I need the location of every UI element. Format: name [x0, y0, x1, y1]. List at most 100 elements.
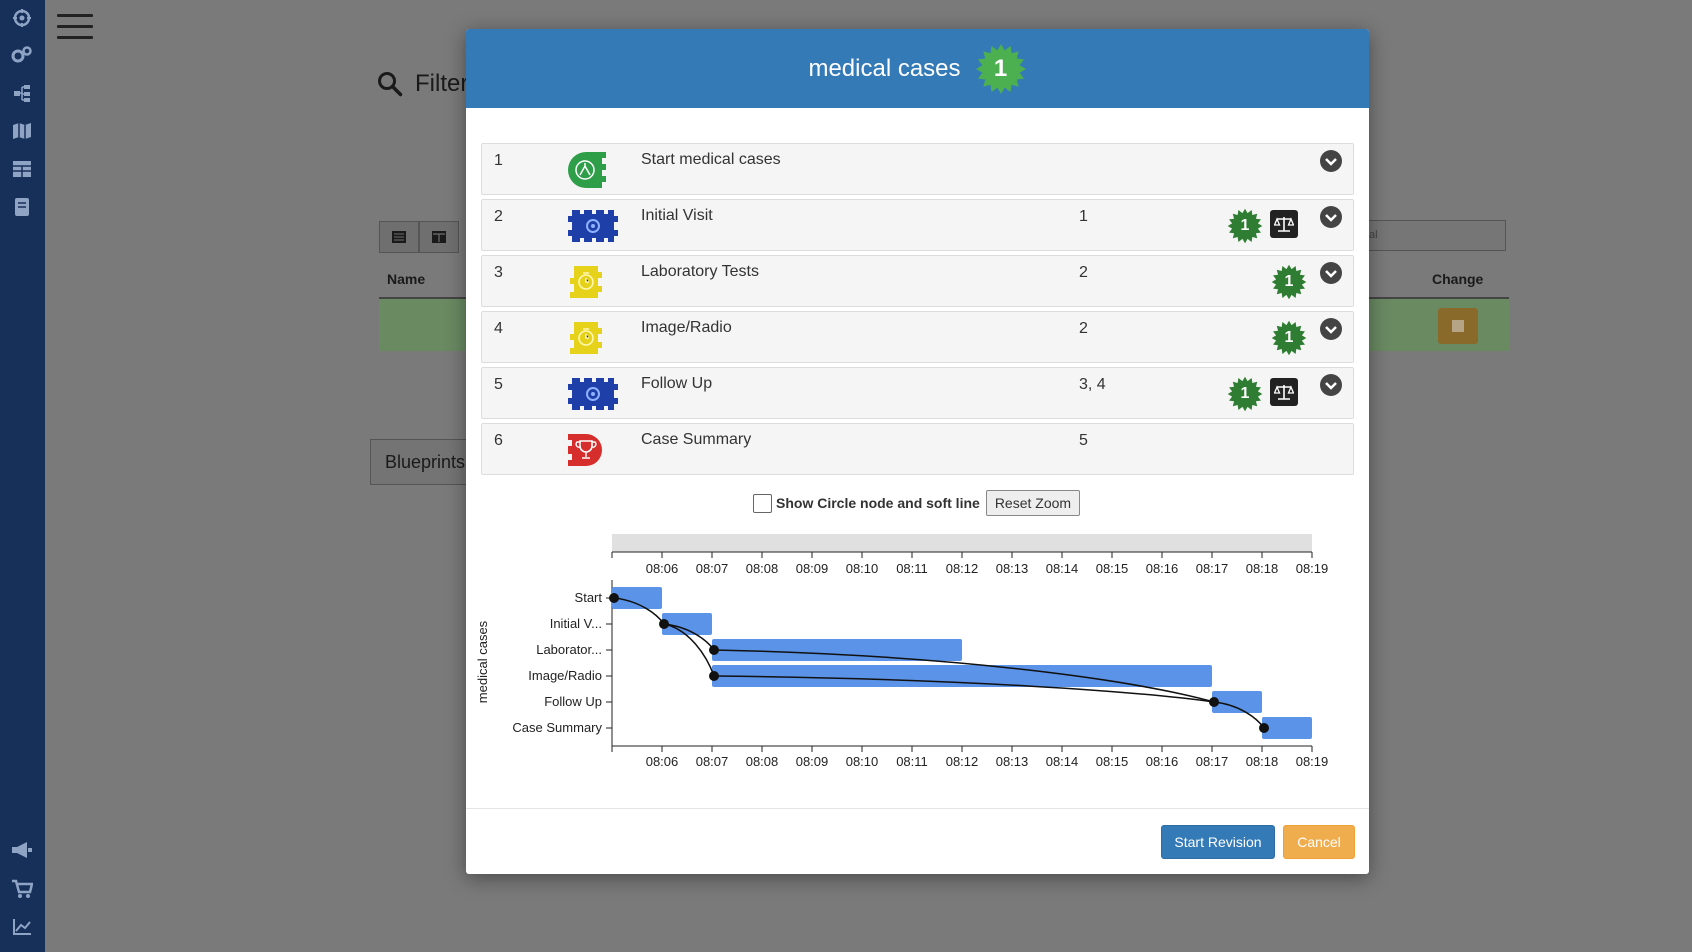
trophy-icon: [568, 434, 602, 466]
chevron-down-icon[interactable]: [1319, 205, 1343, 229]
reset-zoom-button[interactable]: Reset Zoom: [985, 490, 1081, 516]
grid-view-button[interactable]: [419, 221, 459, 253]
change-button[interactable]: [1438, 308, 1478, 344]
timer-puzzle-icon: [570, 266, 602, 298]
starburst-badge-icon: [1271, 320, 1307, 356]
x-tick-label-bottom: 08:09: [796, 754, 829, 769]
modal-footer-divider: [466, 808, 1369, 809]
step-row[interactable]: 5 Follow Up 3, 4 1: [481, 367, 1354, 419]
version-badge: 1: [1227, 208, 1263, 244]
start-revision-button[interactable]: Start Revision: [1161, 825, 1275, 859]
dependency-link: [663, 623, 715, 677]
x-tick-label-bottom: 08:10: [846, 754, 879, 769]
x-tick-label-bottom: 08:18: [1246, 754, 1279, 769]
book-icon[interactable]: [10, 195, 34, 219]
step-row[interactable]: 1 Start medical cases: [481, 143, 1354, 195]
task-node: [709, 645, 719, 655]
version-badge: 1: [975, 43, 1027, 95]
step-label: Initial Visit: [641, 207, 713, 224]
chevron-down-icon[interactable]: [1319, 149, 1343, 173]
starburst-badge-icon: [1271, 264, 1307, 300]
logo-icon[interactable]: [10, 6, 34, 30]
view-toggle-group: [379, 221, 459, 253]
x-tick-label-top: 08:15: [1096, 561, 1129, 576]
task-label: Start: [575, 590, 603, 605]
version-badge: 1: [1271, 320, 1307, 356]
search-icon: [378, 72, 403, 97]
table-icon[interactable]: [10, 157, 34, 181]
step-row[interactable]: 4 Image/Radio 2 1: [481, 311, 1354, 363]
cancel-button[interactable]: Cancel: [1283, 825, 1355, 859]
starburst-shape: [1227, 376, 1263, 412]
step-number: 4: [494, 320, 503, 337]
x-tick-label-top: 08:18: [1246, 561, 1279, 576]
chart-icon[interactable]: [10, 915, 34, 939]
chart-options: Show Circle node and soft line Reset Zoo…: [753, 490, 1081, 516]
x-tick-label-top: 08:13: [996, 561, 1029, 576]
task-node: [709, 671, 719, 681]
modal-header: medical cases 1: [466, 29, 1369, 108]
x-tick-label-bottom: 08:13: [996, 754, 1029, 769]
task-bar: [612, 587, 662, 609]
step-number: 3: [494, 264, 503, 281]
starburst-badge-icon: [975, 43, 1026, 94]
gear-puzzle-icon: [568, 210, 618, 242]
x-tick-label-top: 08:10: [846, 561, 879, 576]
starburst-shape: [1271, 264, 1307, 300]
starburst-shape: [975, 43, 1026, 94]
step-number: 2: [494, 208, 503, 225]
version-badge-number: 1: [993, 54, 1008, 82]
timer-puzzle-icon: [570, 322, 602, 354]
step-dependencies: 2: [1079, 320, 1088, 337]
search-input[interactable]: al: [1360, 220, 1506, 251]
step-label: Follow Up: [641, 375, 713, 392]
x-tick-label-top: 08:17: [1196, 561, 1229, 576]
step-row[interactable]: 2 Initial Visit 1 1: [481, 199, 1354, 251]
chevron-down-icon[interactable]: [1319, 373, 1343, 397]
x-tick-label-bottom: 08:11: [896, 754, 928, 769]
version-badge-number: 1: [1240, 217, 1250, 234]
step-row[interactable]: 3 Laboratory Tests 2 1: [481, 255, 1354, 307]
x-tick-label-top: 08:09: [796, 561, 829, 576]
task-label: Follow Up: [544, 694, 602, 709]
list-view-button[interactable]: [379, 221, 419, 253]
step-label: Laboratory Tests: [641, 263, 759, 280]
hamburger-menu-icon[interactable]: [57, 14, 93, 42]
task-label: Image/Radio: [528, 668, 602, 683]
chevron-down-icon[interactable]: [1319, 261, 1343, 285]
x-tick-label-top: 08:08: [746, 561, 779, 576]
step-dependencies: 5: [1079, 432, 1088, 449]
x-tick-label-top: 08:19: [1296, 561, 1329, 576]
bullhorn-icon[interactable]: [10, 838, 34, 862]
filter-heading: Filter: [377, 70, 468, 98]
x-tick-label-bottom: 08:17: [1196, 754, 1229, 769]
version-badge-number: 1: [1284, 329, 1294, 346]
map-icon[interactable]: [10, 119, 34, 143]
cart-icon[interactable]: [10, 877, 34, 901]
x-tick-label-bottom: 08:08: [746, 754, 779, 769]
balance-scale-button[interactable]: [1270, 378, 1298, 406]
step-number: 5: [494, 376, 503, 393]
task-bar: [662, 613, 712, 635]
sitemap-icon[interactable]: [10, 81, 34, 105]
cogs-icon[interactable]: [10, 43, 34, 67]
task-node: [1209, 697, 1219, 707]
starburst-badge-icon: [1227, 376, 1263, 412]
gantt-chart[interactable]: 08:06 08:06 08:07 08:07 08:08 08:08 08:09 08:09…: [476, 532, 1356, 802]
step-row[interactable]: 6 Case Summary 5: [481, 423, 1354, 475]
step-label: Case Summary: [641, 431, 752, 448]
starburst-shape: [1227, 208, 1263, 244]
chevron-down-icon[interactable]: [1319, 317, 1343, 341]
step-label: Start medical cases: [641, 151, 781, 168]
task-bar: [1262, 717, 1312, 739]
zoom-range-bar: [612, 534, 1312, 552]
x-tick-label-bottom: 08:15: [1096, 754, 1129, 769]
blueprints-button[interactable]: Blueprints: [370, 439, 470, 485]
filter-label: Filter: [415, 70, 469, 97]
x-tick-label-top: 08:07: [696, 561, 729, 576]
show-circle-checkbox[interactable]: [753, 493, 772, 513]
balance-scale-button[interactable]: [1270, 210, 1298, 238]
step-dependencies: 3, 4: [1079, 376, 1106, 393]
task-node: [1259, 723, 1269, 733]
dependency-link: [713, 675, 1215, 703]
